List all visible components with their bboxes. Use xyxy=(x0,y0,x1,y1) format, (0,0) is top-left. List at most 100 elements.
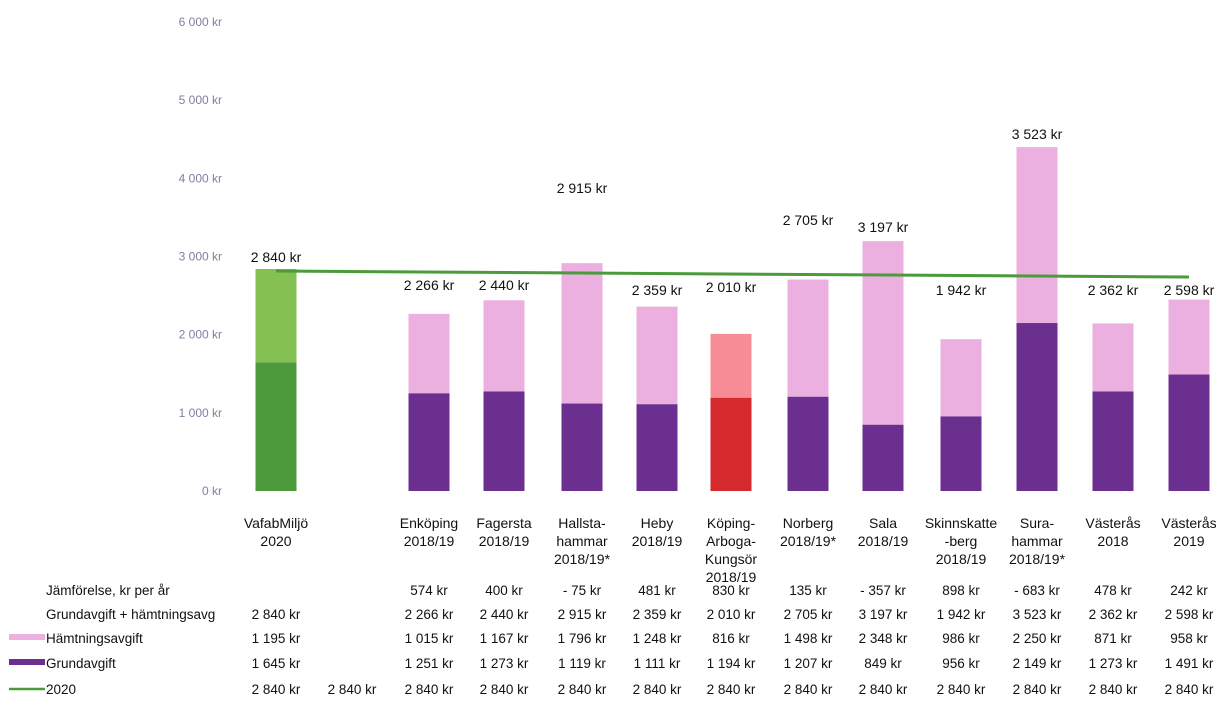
bar-grundavgift xyxy=(862,424,904,491)
table-cell: 1 111 kr xyxy=(634,656,681,671)
table-row-label: Hämtningsavgift xyxy=(46,631,143,646)
category-label: Skinnskatte xyxy=(925,515,998,531)
table-cell: 1 194 kr xyxy=(707,656,756,671)
table-cell: 2 010 kr xyxy=(707,607,756,622)
category-label: Västerås xyxy=(1085,515,1140,531)
category-label: Västerås xyxy=(1161,515,1216,531)
y-tick-label: 2 000 kr xyxy=(179,328,222,342)
table-cell: 2 840 kr xyxy=(558,682,607,697)
category-label: 2018/19* xyxy=(780,533,837,549)
bar-grundavgift xyxy=(483,391,525,491)
bar-hamtningsavgift xyxy=(1168,299,1210,375)
bar-grundavgift xyxy=(1092,391,1134,491)
bar-hamtningsavgift xyxy=(862,241,904,425)
table-row-label: 2020 xyxy=(46,682,76,697)
category-label: Hallsta- xyxy=(558,515,606,531)
table-cell: - 75 kr xyxy=(563,583,602,598)
table-cell: 2 149 kr xyxy=(1013,656,1062,671)
table-cell: 3 197 kr xyxy=(859,607,908,622)
bar-grundavgift xyxy=(408,393,450,491)
line-2020-path xyxy=(275,269,1190,279)
bars xyxy=(255,147,1210,491)
category-label: Kungsör xyxy=(705,551,757,567)
table-cell: 1 167 kr xyxy=(480,631,529,646)
bar-hamtningsavgift xyxy=(636,306,678,405)
y-tick-label: 1 000 kr xyxy=(179,406,222,420)
table-cell: 898 kr xyxy=(942,583,980,598)
category-label: 2018/19 xyxy=(404,533,455,549)
table-cell: 2 705 kr xyxy=(784,607,833,622)
bar-grundavgift xyxy=(636,404,678,491)
total-label: 2 598 kr xyxy=(1164,282,1215,298)
table-cell: 2 348 kr xyxy=(859,631,908,646)
table-cell: 1 645 kr xyxy=(252,656,301,671)
table-cell: 1 942 kr xyxy=(937,607,986,622)
table-cell: 1 273 kr xyxy=(1089,656,1138,671)
table-cell: 2 359 kr xyxy=(633,607,682,622)
table-cell: 2 250 kr xyxy=(1013,631,1062,646)
bar-hamtningsavgift xyxy=(483,300,525,392)
category-label: Arboga- xyxy=(706,533,756,549)
data-table: Jämförelse, kr per år 574 kr 400 kr - 75 kr… xyxy=(9,583,1214,697)
category-label: 2020 xyxy=(260,533,291,549)
table-cell: 2 840 kr xyxy=(859,682,908,697)
total-label: 2 840 kr xyxy=(251,249,302,265)
table-row-label: Grundavgift xyxy=(46,656,116,671)
category-label: Köping- xyxy=(707,515,756,531)
bar-grundavgift xyxy=(255,362,297,491)
table-cell: 2 840 kr xyxy=(1165,682,1214,697)
category-label: Sala xyxy=(869,515,897,531)
table-cell: 481 kr xyxy=(638,583,676,598)
category-label: 2018/19 xyxy=(632,533,683,549)
table-cell: 2 840 kr xyxy=(1013,682,1062,697)
y-tick-label: 4 000 kr xyxy=(179,171,222,185)
table-cell: 1 015 kr xyxy=(405,631,454,646)
table-cell: 849 kr xyxy=(864,656,902,671)
table-cell: 2 440 kr xyxy=(480,607,529,622)
category-label: Sura- xyxy=(1020,515,1055,531)
legend-key-hamtningsavgift xyxy=(9,634,45,640)
table-cell: 2 840 kr xyxy=(633,682,682,697)
table-cell: 2 915 kr xyxy=(558,607,607,622)
table-cell: 871 kr xyxy=(1094,631,1132,646)
category-label: 2018/19* xyxy=(1009,551,1066,567)
total-label: 2 010 kr xyxy=(706,279,757,295)
table-cell: 1 273 kr xyxy=(480,656,529,671)
table-cell: 2 840 kr xyxy=(937,682,986,697)
bar-grundavgift xyxy=(710,397,752,491)
category-label: 2018/19* xyxy=(554,551,611,567)
table-cell: 1 796 kr xyxy=(558,631,607,646)
table-cell: 986 kr xyxy=(942,631,980,646)
category-label: 2018/19 xyxy=(936,551,987,567)
table-cell: 830 kr xyxy=(712,583,750,598)
total-label: 3 197 kr xyxy=(858,219,909,235)
table-cell: 956 kr xyxy=(942,656,980,671)
table-row-label: Jämförelse, kr per år xyxy=(46,583,170,598)
category-label: 2018 xyxy=(1097,533,1128,549)
total-label: 2 705 kr xyxy=(783,212,834,228)
table-row-label: Grundavgift + hämtningsavg xyxy=(46,607,215,622)
total-label: 2 362 kr xyxy=(1088,282,1139,298)
total-label: 2 440 kr xyxy=(479,277,530,293)
y-axis: 0 kr 1 000 kr 2 000 kr 3 000 kr 4 000 kr 5 00… xyxy=(179,15,222,498)
table-cell: 1 251 kr xyxy=(405,656,454,671)
table-cell: - 357 kr xyxy=(860,583,906,598)
category-label: VafabMiljö xyxy=(244,515,309,531)
category-labels: VafabMiljö 2020 Enköping 2018/19 Fagersta 201… xyxy=(244,515,1217,585)
table-cell: 816 kr xyxy=(712,631,750,646)
table-cell: 1 248 kr xyxy=(633,631,682,646)
y-tick-label: 5 000 kr xyxy=(179,93,222,107)
category-label: hammar xyxy=(556,533,608,549)
legend-key-grundavgift xyxy=(9,659,45,665)
bar-hamtningsavgift xyxy=(561,263,603,404)
bar-grundavgift xyxy=(1016,323,1058,491)
category-label: Fagersta xyxy=(476,515,531,531)
table-cell: 2 362 kr xyxy=(1089,607,1138,622)
total-label: 1 942 kr xyxy=(936,282,987,298)
bar-hamtningsavgift xyxy=(787,279,829,397)
total-labels: 2 840 kr 2 266 kr 2 440 kr 2 915 kr 2 359 kr… xyxy=(251,126,1215,298)
table-cell: 400 kr xyxy=(485,583,523,598)
bar-hamtningsavgift xyxy=(940,339,982,417)
table-cell: 1 119 kr xyxy=(558,656,606,671)
table-cell: 2 840 kr xyxy=(1089,682,1138,697)
